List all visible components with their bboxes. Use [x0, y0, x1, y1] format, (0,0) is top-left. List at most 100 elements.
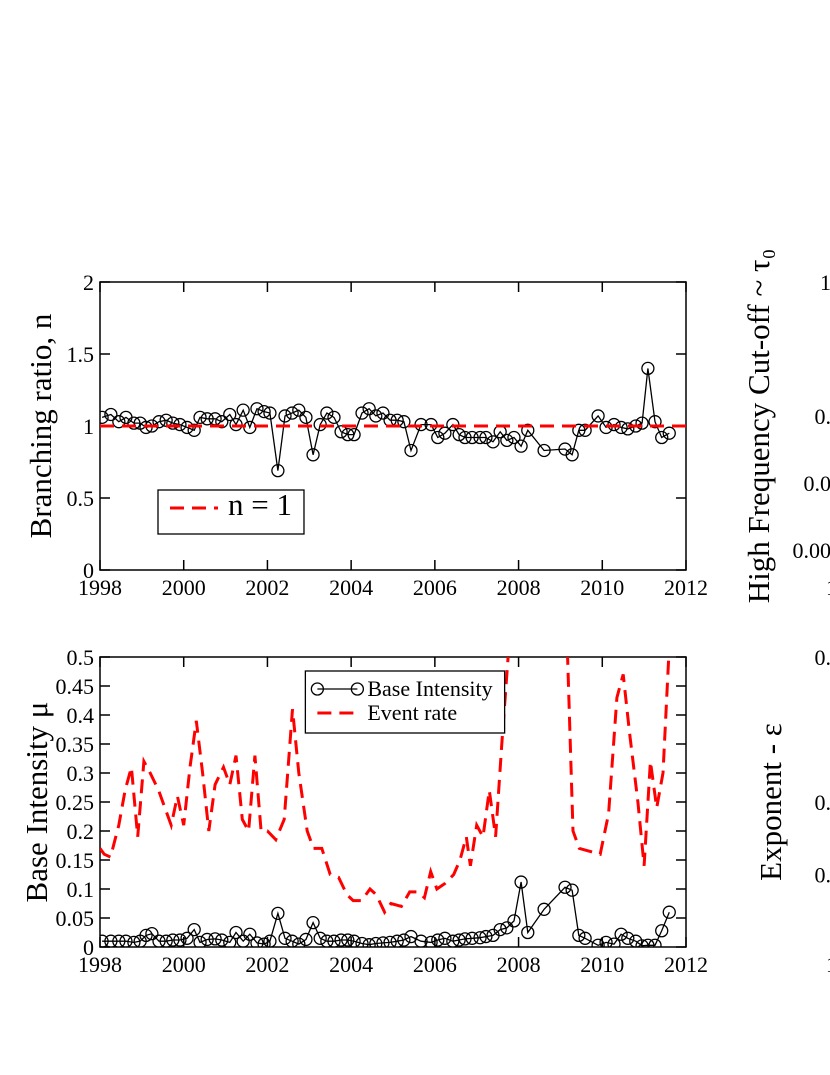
- data-point: [159, 934, 173, 947]
- y-tick-label: 0: [83, 558, 94, 583]
- y-tick-label: 0.1: [815, 863, 830, 888]
- data-point: [236, 403, 250, 417]
- data-point: [355, 406, 369, 420]
- data-point: [493, 922, 507, 937]
- x-tick-label: 2012: [664, 575, 708, 600]
- data-point: [100, 410, 109, 425]
- y-tick-label: 0.2: [815, 790, 830, 815]
- x-tick-label: 2008: [497, 575, 541, 600]
- data-point: [236, 934, 250, 947]
- data-point: [500, 433, 514, 448]
- data-point: [383, 935, 397, 947]
- data-point: [479, 929, 493, 944]
- data-point: [572, 423, 586, 437]
- data-point: [193, 410, 207, 425]
- legend: n = 1: [157, 487, 305, 535]
- data-point: [572, 928, 586, 943]
- data-point: [215, 933, 229, 947]
- y-tick-label: 1.5: [67, 342, 95, 367]
- data-point: [112, 934, 126, 947]
- data-point: [521, 925, 535, 940]
- legend-label: Base Intensity: [367, 676, 492, 701]
- data-point: [607, 937, 621, 947]
- series-line: [102, 881, 670, 947]
- data-point: [376, 936, 390, 947]
- data-point: [362, 402, 376, 416]
- data-point: [648, 938, 662, 947]
- y-tick-label: 0.45: [56, 674, 95, 699]
- data-point: [438, 426, 452, 440]
- data-point: [376, 406, 390, 420]
- data-point: [271, 906, 285, 921]
- data-point: [641, 361, 655, 376]
- legend-label: n = 1: [228, 487, 292, 522]
- y-tick-label: 0.3: [67, 761, 95, 786]
- data-point: [369, 409, 383, 423]
- data-point: [369, 936, 383, 947]
- data-point: [243, 927, 257, 941]
- y-tick-label: 0.5: [67, 486, 95, 511]
- data-point: [514, 439, 528, 453]
- data-point: [263, 934, 277, 947]
- data-point: [355, 936, 369, 947]
- data-point: [458, 430, 472, 445]
- y-tick-label: 0.001: [793, 538, 830, 563]
- data-point: [306, 448, 320, 462]
- data-point: [187, 423, 201, 437]
- data-point: [655, 430, 669, 445]
- y-tick-label: 0.01: [804, 471, 830, 496]
- data-point: [347, 427, 361, 442]
- y-tick-label: 0.35: [56, 732, 95, 757]
- data-point: [119, 934, 133, 947]
- data-point: [629, 934, 643, 947]
- data-point: [614, 927, 628, 941]
- data-point: [100, 934, 109, 947]
- x-tick-label: 2002: [245, 952, 289, 977]
- panel: 00.10.20.41998Exponent - ε: [753, 645, 830, 977]
- legend-box: [304, 670, 506, 734]
- data-point: [257, 404, 271, 419]
- y-tick-label: 0: [83, 935, 94, 960]
- y-tick-label: 0.5: [67, 645, 95, 670]
- data-point: [452, 933, 466, 947]
- data-point: [662, 426, 676, 440]
- data-point: [278, 409, 292, 423]
- data-point: [635, 416, 649, 430]
- data-point: [215, 415, 229, 429]
- y-tick-label: 0.25: [56, 790, 95, 815]
- data-point: [507, 914, 521, 928]
- data-point: [152, 934, 166, 947]
- y-tick-label: 0.1: [815, 404, 830, 429]
- x-tick-label: 1998: [78, 575, 122, 600]
- data-point: [299, 410, 313, 425]
- data-point: [414, 934, 428, 947]
- data-point: [662, 905, 676, 919]
- data-point: [641, 938, 655, 947]
- data-point: [397, 933, 411, 947]
- data-point: [145, 927, 159, 941]
- data-point: [334, 933, 348, 947]
- data-point: [193, 935, 207, 947]
- y-tick-label: 0.1: [67, 877, 95, 902]
- x-tick-label: 2010: [580, 952, 624, 977]
- data-point: [621, 931, 635, 945]
- data-point: [208, 932, 222, 946]
- data-point: [558, 880, 572, 894]
- data-point: [458, 932, 472, 946]
- data-point: [250, 936, 264, 947]
- x-tick-label: 2006: [413, 952, 457, 977]
- data-point: [486, 435, 500, 449]
- x-tick-label: 2006: [413, 575, 457, 600]
- y-axis-label: Base Intensity μ: [19, 702, 54, 903]
- data-point: [473, 931, 487, 945]
- data-point: [431, 933, 445, 947]
- y-tick-label: 0.4: [67, 703, 95, 728]
- data-point: [250, 402, 264, 416]
- data-point: [278, 931, 292, 945]
- y-tick-label: 1: [83, 414, 94, 439]
- data-point: [521, 423, 535, 437]
- data-point: [166, 933, 180, 947]
- data-point: [635, 939, 649, 947]
